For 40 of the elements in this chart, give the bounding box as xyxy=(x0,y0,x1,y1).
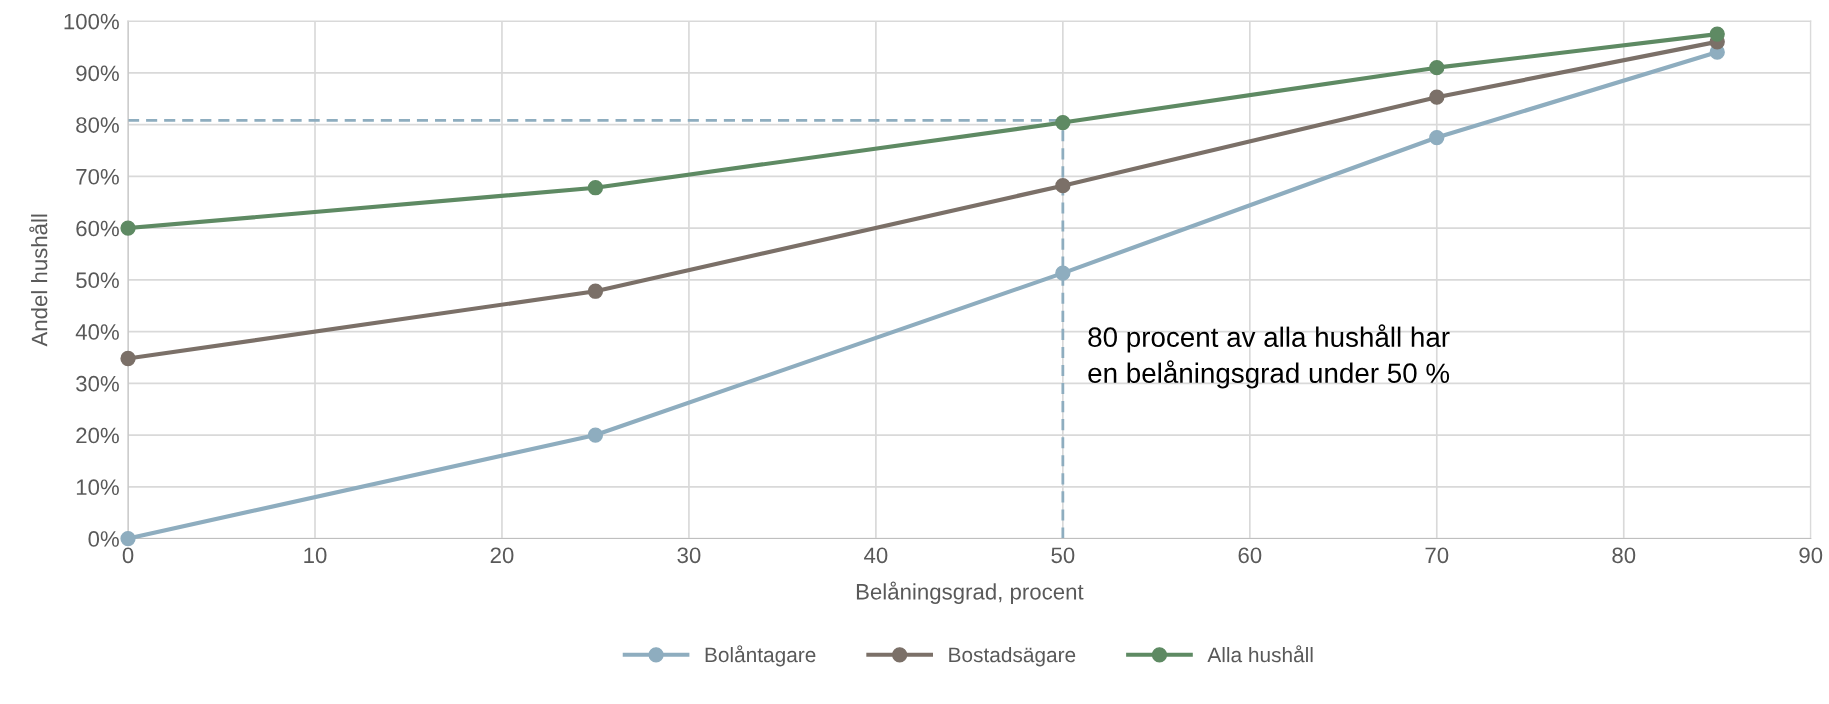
y-tick-label: 50% xyxy=(76,272,119,289)
point xyxy=(120,220,136,236)
y-tick-label: 70% xyxy=(76,168,119,185)
x-axis-title: Belåningsgrad, procent xyxy=(856,581,1084,605)
point xyxy=(1055,265,1071,281)
y-axis-title: Andel hushåll xyxy=(29,214,48,347)
point xyxy=(587,427,604,443)
point xyxy=(1429,60,1445,76)
x-tick-label: 50 xyxy=(1051,547,1075,564)
point xyxy=(1429,129,1445,146)
annotation: 80 procent av alla hushåll har en belåningsgrad under 50 % xyxy=(1088,324,1450,389)
point xyxy=(1429,89,1445,105)
x-tick-label: 80 xyxy=(1612,547,1636,564)
y-tick-label: 0% xyxy=(88,531,119,547)
y-tick-label: 60% xyxy=(76,220,119,237)
point xyxy=(1055,178,1071,194)
x-tick-label: 40 xyxy=(864,547,888,564)
x-tick-label: 60 xyxy=(1238,547,1262,564)
y-tick-label: 30% xyxy=(76,375,119,392)
legend-label: Alla hushåll xyxy=(1207,645,1313,663)
point xyxy=(587,283,604,299)
point xyxy=(587,180,604,196)
x-tick-label: 70 xyxy=(1425,547,1449,564)
point xyxy=(120,350,136,367)
y-tick-label: 80% xyxy=(76,117,119,133)
x-tick-label: 20 xyxy=(490,547,514,564)
legend-label: Bostadsägare xyxy=(949,646,1076,667)
y-tick-label: 100% xyxy=(64,13,119,30)
point xyxy=(120,530,136,547)
y-tick-label: 20% xyxy=(76,427,119,444)
x-tick-label: 30 xyxy=(677,547,701,564)
legend-label: Bolåntagare xyxy=(705,645,816,667)
y-tick-label: 40% xyxy=(75,324,119,340)
point xyxy=(1055,114,1071,131)
y-tick-label: 90% xyxy=(76,65,119,82)
x-tick-label: 10 xyxy=(304,547,327,564)
point xyxy=(1709,26,1725,42)
x-tick-label: 90 xyxy=(1799,547,1823,564)
y-tick-label: 10% xyxy=(76,479,119,496)
x-tick-label: 0 xyxy=(122,547,134,564)
